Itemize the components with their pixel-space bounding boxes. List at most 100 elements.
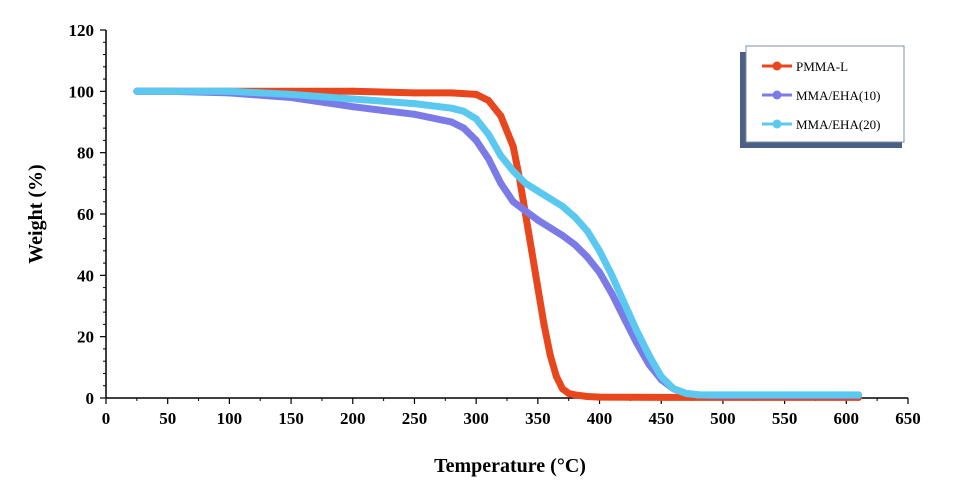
legend-items: PMMA-L MMA/EHA(10) MMA/EHA(20) <box>762 59 881 132</box>
legend-label-mma-eha-20-: MMA/EHA(20) <box>796 117 881 132</box>
data-point-mma-eha-20- <box>448 104 455 112</box>
data-point-mma-eha-20- <box>694 391 702 399</box>
x-tick-label-350: 350 <box>525 409 551 428</box>
y-tick-label-20: 20 <box>77 328 94 347</box>
x-tick-label-650: 650 <box>895 409 921 428</box>
data-point-mma-eha-20- <box>571 213 579 221</box>
data-point-mma-eha-20- <box>670 385 678 393</box>
legend-label-pmma-l: PMMA-L <box>796 59 848 74</box>
data-point-mma-eha-20- <box>682 389 690 397</box>
legend-label-mma-eha-10-: MMA/EHA(10) <box>796 88 881 103</box>
data-point-mma-eha-20- <box>546 195 554 203</box>
data-point-mma-eha-20- <box>559 202 566 210</box>
axis-ticks <box>100 29 909 404</box>
x-tick-label-600: 600 <box>834 409 860 428</box>
data-point-pmma-l <box>571 391 579 399</box>
x-tick-label-400: 400 <box>587 409 613 428</box>
x-tick-label-150: 150 <box>278 409 304 428</box>
data-point-mma-eha-20- <box>534 187 542 195</box>
series-layer <box>133 87 863 401</box>
data-point-mma-eha-20- <box>133 87 141 95</box>
data-point-mma-eha-20- <box>645 351 653 359</box>
data-point-mma-eha-20- <box>781 391 789 399</box>
data-point-mma-eha-20- <box>842 391 850 399</box>
y-tick-label-120: 120 <box>69 21 95 40</box>
data-point-mma-eha-20- <box>707 391 715 399</box>
data-point-mma-eha-20- <box>460 107 468 115</box>
data-point-pmma-l <box>411 89 418 97</box>
data-point-pmma-l <box>583 393 591 400</box>
data-point-mma-eha-10- <box>472 136 480 144</box>
data-point-pmma-l <box>546 351 554 359</box>
data-point-mma-eha-20- <box>509 167 517 175</box>
series-line-pmma-l <box>133 87 863 401</box>
data-point-mma-eha-10- <box>534 216 542 224</box>
data-point-mma-eha-10- <box>411 110 418 118</box>
data-point-pmma-l <box>565 389 573 397</box>
legend-marker-mma-eha-10- <box>772 90 782 100</box>
data-point-pmma-l <box>485 97 492 104</box>
data-point-pmma-l <box>559 385 566 393</box>
data-point-mma-eha-10- <box>485 155 492 163</box>
legend: PMMA-L MMA/EHA(10) MMA/EHA(20) <box>740 45 905 148</box>
data-point-pmma-l <box>528 247 536 255</box>
y-axis-title: Weight (%) <box>25 164 47 263</box>
data-point-mma-eha-20- <box>719 391 727 399</box>
data-point-mma-eha-10- <box>460 124 468 132</box>
data-point-mma-eha-10- <box>522 207 529 215</box>
x-tick-label-500: 500 <box>710 409 736 428</box>
data-point-mma-eha-20- <box>633 327 641 334</box>
data-point-pmma-l <box>552 373 560 380</box>
x-tick-label-250: 250 <box>402 409 428 428</box>
data-point-mma-eha-20- <box>620 299 628 307</box>
data-point-pmma-l <box>448 89 455 97</box>
data-point-mma-eha-20- <box>855 391 863 399</box>
data-point-mma-eha-10- <box>596 268 603 276</box>
data-point-mma-eha-20- <box>596 247 603 255</box>
data-point-mma-eha-10- <box>571 241 579 249</box>
x-tick-label-50: 50 <box>159 409 176 428</box>
y-tick-label-40: 40 <box>77 266 94 285</box>
data-point-mma-eha-20- <box>472 115 480 123</box>
data-point-pmma-l <box>657 393 665 401</box>
data-point-mma-eha-10- <box>546 224 554 232</box>
data-point-pmma-l <box>596 393 603 401</box>
x-tick-label-450: 450 <box>648 409 674 428</box>
data-point-mma-eha-10- <box>448 118 455 126</box>
data-point-mma-eha-20- <box>608 271 616 279</box>
data-point-mma-eha-20- <box>485 130 492 138</box>
data-point-pmma-l <box>534 284 542 292</box>
data-point-mma-eha-20- <box>225 87 233 95</box>
data-point-mma-eha-20- <box>583 227 591 235</box>
data-point-pmma-l <box>497 112 505 120</box>
y-tick-label-100: 100 <box>69 82 95 101</box>
x-tick-label-550: 550 <box>772 409 798 428</box>
data-point-mma-eha-10- <box>608 290 616 298</box>
x-tick-label-100: 100 <box>217 409 243 428</box>
data-point-mma-eha-20- <box>657 373 665 380</box>
data-point-mma-eha-10- <box>559 232 566 239</box>
data-point-mma-eha-20- <box>164 87 172 95</box>
data-point-pmma-l <box>349 87 357 95</box>
data-point-mma-eha-10- <box>583 253 591 261</box>
y-tick-label-0: 0 <box>86 389 95 408</box>
data-point-mma-eha-10- <box>497 179 505 187</box>
data-point-mma-eha-10- <box>509 198 517 206</box>
legend-marker-pmma-l <box>772 61 782 71</box>
x-tick-label-0: 0 <box>102 409 111 428</box>
axis-tick-labels: 0 50 100 150 200 250 300 350 400 450 500 550 600 650 0… <box>69 21 921 428</box>
y-tick-label-80: 80 <box>77 144 94 163</box>
data-point-mma-eha-20- <box>522 179 529 187</box>
x-axis-title: Temperature (°C) <box>434 455 586 477</box>
data-point-pmma-l <box>509 143 517 150</box>
data-point-mma-eha-20- <box>287 90 295 98</box>
y-tick-label-60: 60 <box>77 205 94 224</box>
data-point-mma-eha-20- <box>497 152 505 160</box>
data-point-pmma-l <box>472 90 480 98</box>
x-tick-label-200: 200 <box>340 409 366 428</box>
data-point-mma-eha-20- <box>349 95 357 103</box>
data-point-mma-eha-10- <box>349 103 357 111</box>
x-tick-label-300: 300 <box>463 409 489 428</box>
data-point-mma-eha-10- <box>620 314 628 322</box>
